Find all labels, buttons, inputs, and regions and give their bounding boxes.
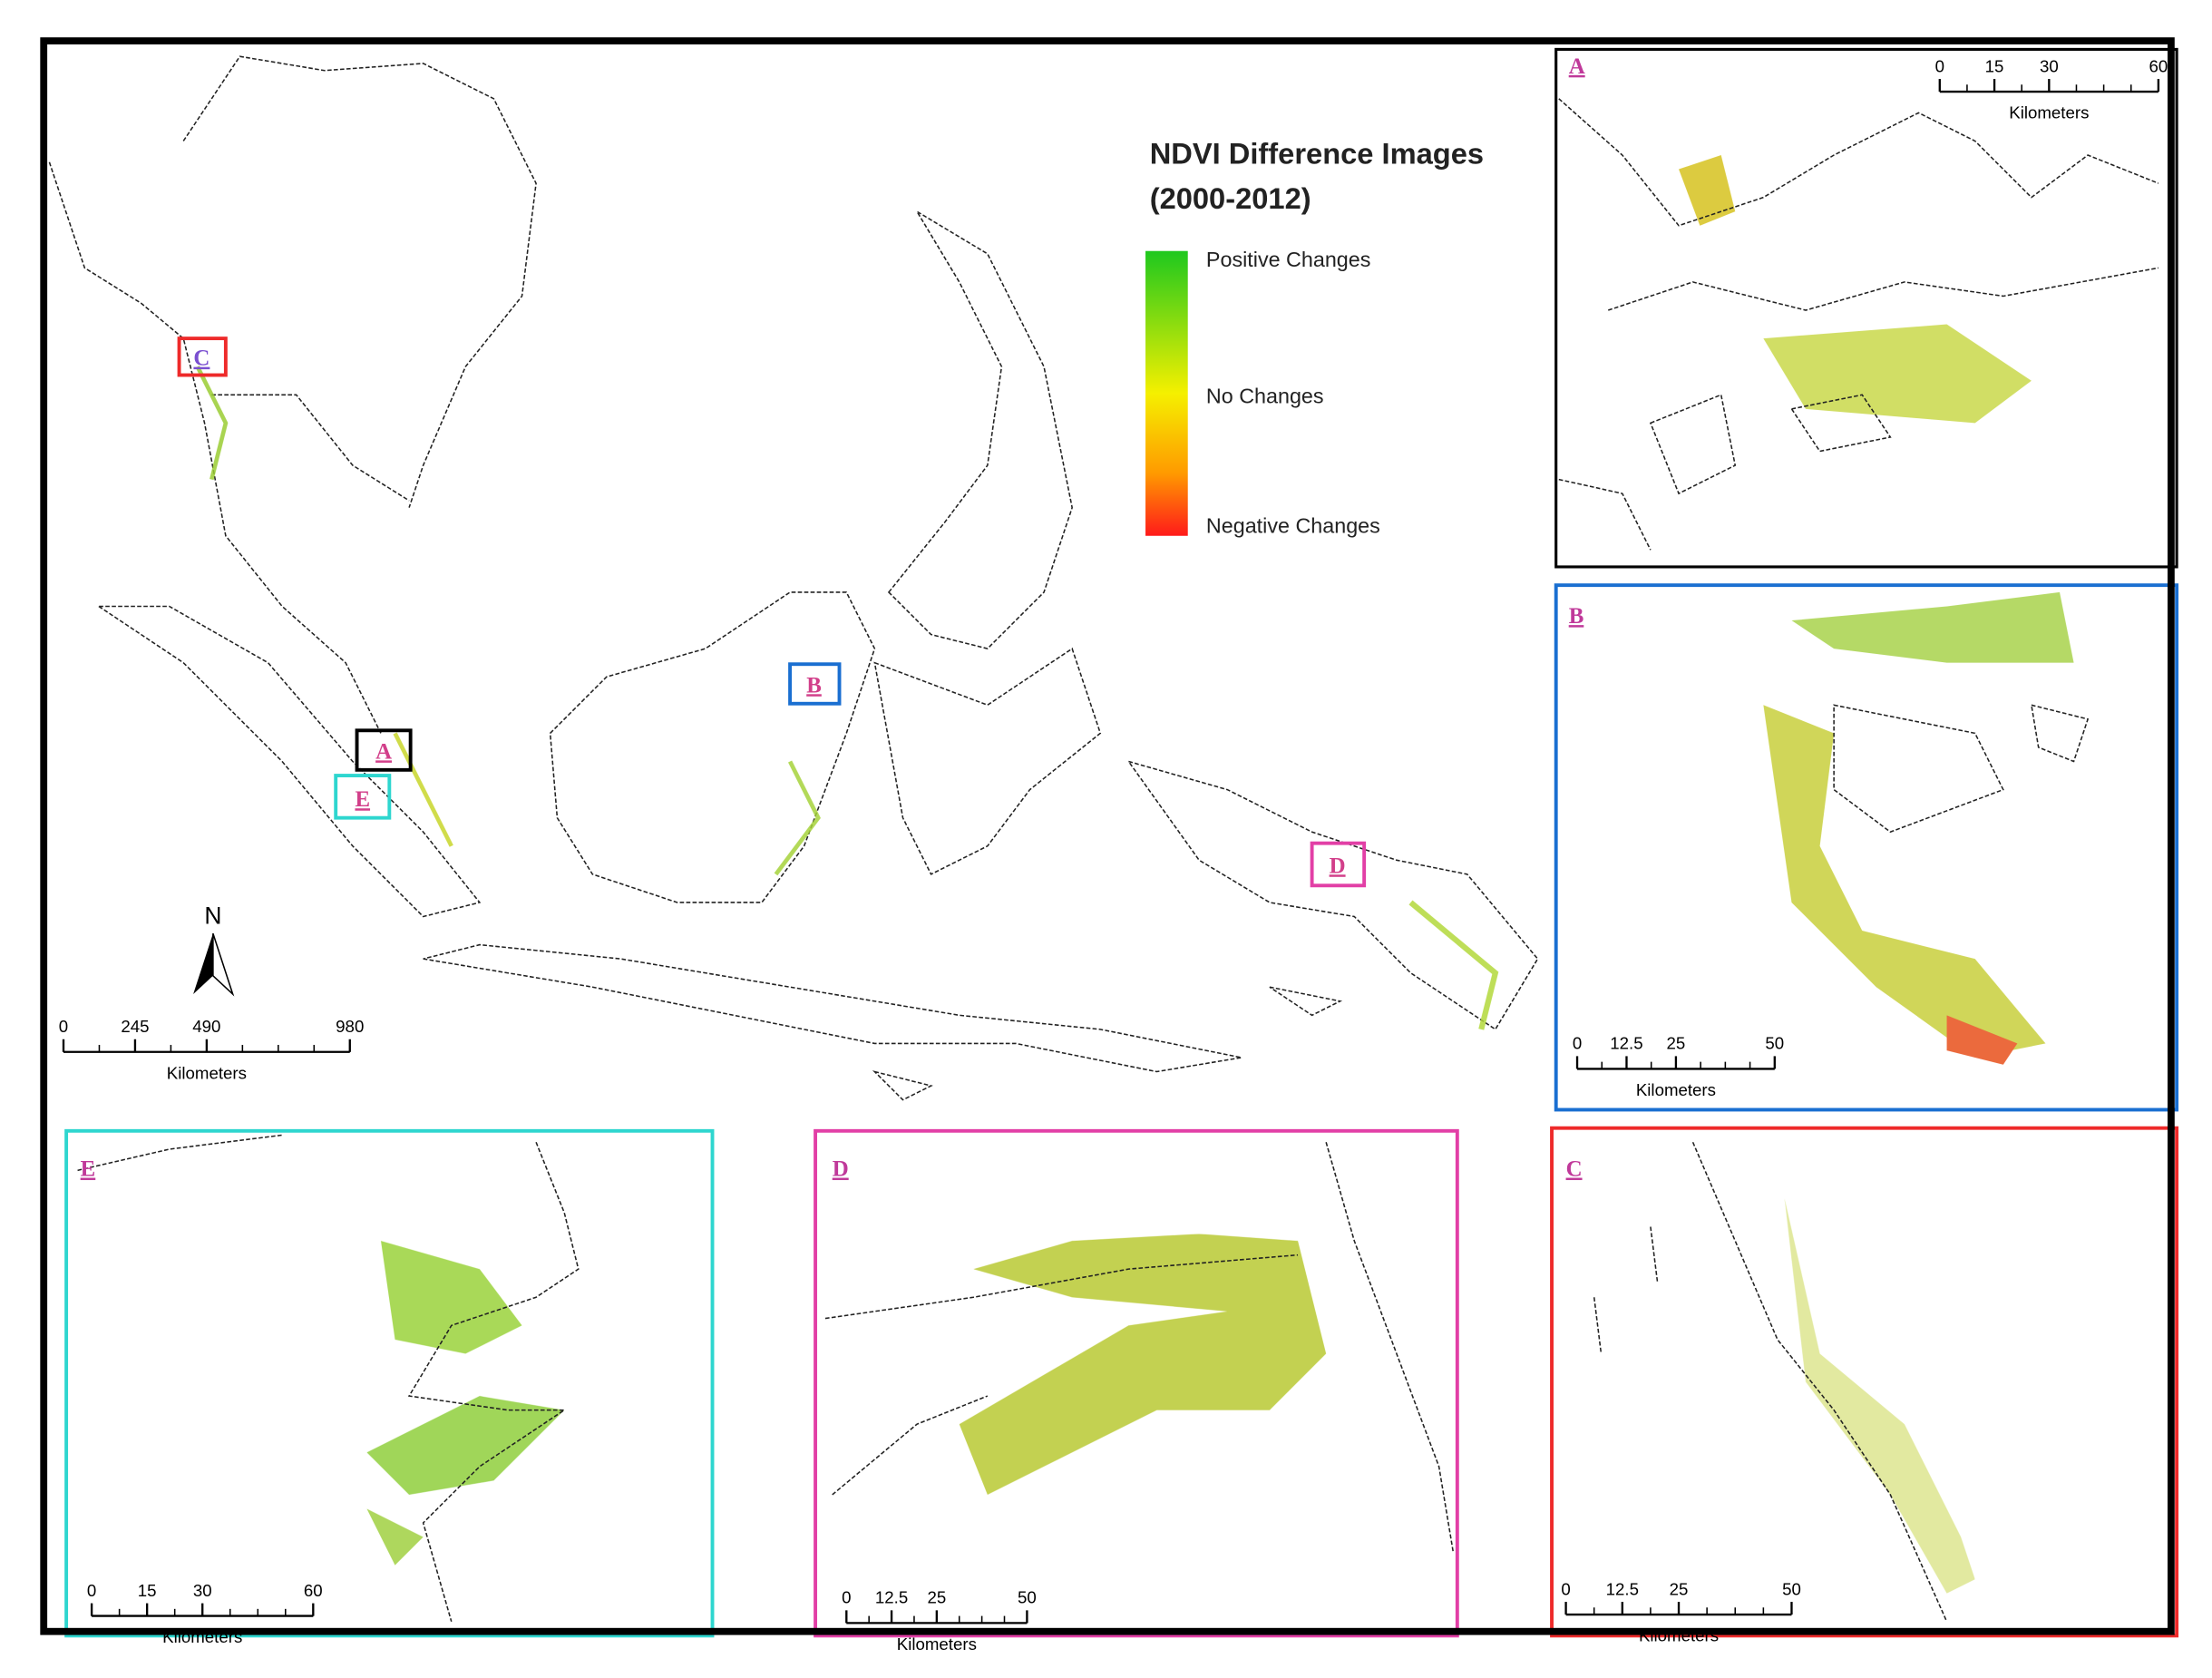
locator-box	[355, 728, 413, 772]
inset-label: C	[1566, 1157, 1583, 1182]
scale-label: 12.5	[1606, 1579, 1639, 1598]
map-subtitle: (2000-2012)	[1150, 181, 1311, 215]
scale-unit: Kilometers	[1636, 1080, 1716, 1099]
scale-label: 50	[1765, 1034, 1784, 1053]
legend-label: Positive Changes	[1206, 248, 1370, 271]
legend-ramp	[1145, 250, 1188, 536]
scale-label: 15	[138, 1581, 157, 1600]
scale-label: 50	[1782, 1579, 1801, 1598]
inset-frame-b	[1554, 583, 2179, 1112]
inset-frame-d	[814, 1128, 1459, 1638]
locator-box	[177, 337, 228, 377]
scale-label: 50	[1018, 1588, 1037, 1607]
scale-label: 980	[336, 1017, 364, 1036]
locator-label: A	[375, 739, 392, 764]
scale-label: 25	[927, 1588, 946, 1607]
locator-box	[334, 774, 392, 820]
scale-label: 0	[87, 1581, 96, 1600]
locator-label: D	[1330, 854, 1346, 878]
scale-label: 25	[1670, 1579, 1689, 1598]
inset-frame-c	[1550, 1126, 2179, 1638]
locator-label: E	[355, 787, 370, 812]
locator-box	[1310, 841, 1367, 888]
locator-label: B	[806, 673, 822, 698]
legend-label: No Changes	[1206, 385, 1324, 408]
scale-label: 30	[2040, 56, 2059, 75]
scale-label: 245	[121, 1017, 149, 1036]
outer-frame	[40, 37, 2175, 1635]
inset-frame-e	[64, 1128, 715, 1638]
scale-label: 12.5	[1610, 1034, 1642, 1053]
scale-label: 0	[1561, 1579, 1570, 1598]
coastlines	[48, 55, 1539, 1101]
north-label: N	[204, 902, 221, 929]
vegetation-change	[195, 155, 2074, 1594]
inset-coastlines	[77, 98, 2159, 1623]
map-content	[48, 55, 2159, 1623]
scale-label: 15	[1985, 56, 2004, 75]
scale-label: 0	[1573, 1034, 1582, 1053]
scale-label: 490	[192, 1017, 220, 1036]
locator-label: C	[193, 346, 210, 371]
inset-label: E	[81, 1157, 96, 1182]
scale-label: 60	[2149, 56, 2168, 75]
scale-label: 0	[59, 1017, 68, 1036]
scale-label: 25	[1667, 1034, 1686, 1053]
north-arrow	[212, 932, 235, 997]
scale-label: 30	[193, 1581, 212, 1600]
scale-label: 0	[842, 1588, 851, 1607]
scale-label: 60	[304, 1581, 323, 1600]
scale-label: 12.5	[875, 1588, 908, 1607]
legend-label: Negative Changes	[1206, 514, 1380, 538]
scale-label: 0	[1935, 56, 1944, 75]
inset-label: B	[1569, 604, 1584, 629]
inset-frame-a	[1554, 47, 2178, 569]
map-title: NDVI Difference Images	[1150, 136, 1484, 170]
locator-box	[788, 662, 842, 706]
inset-label: D	[833, 1157, 849, 1182]
inset-label: A	[1569, 54, 1585, 79]
scale-unit: Kilometers	[2009, 103, 2089, 122]
scale-unit: Kilometers	[897, 1634, 977, 1654]
scale-unit: Kilometers	[167, 1063, 247, 1082]
